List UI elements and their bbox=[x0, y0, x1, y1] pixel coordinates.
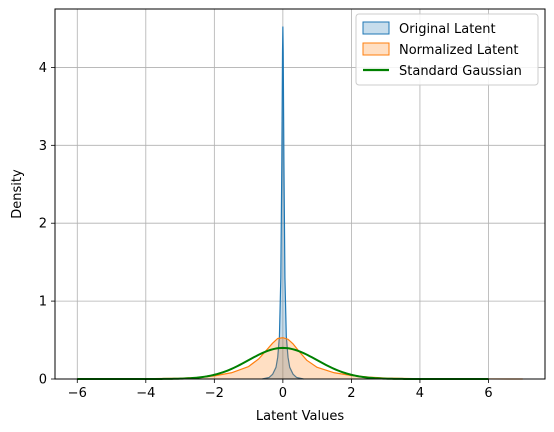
y-axis-title: Density bbox=[10, 169, 25, 219]
legend-label-standard-gaussian: Standard Gaussian bbox=[399, 64, 522, 79]
y-tick-label-4: 4 bbox=[39, 61, 47, 76]
plot-frame bbox=[54, 8, 546, 380]
legend-box bbox=[355, 13, 539, 86]
x-axis-title: Latent Values bbox=[256, 409, 344, 424]
x-tick-label-2: −2 bbox=[205, 386, 224, 401]
series-fill-normalized-latent bbox=[77, 337, 523, 379]
y-tick-label-2: 2 bbox=[39, 217, 47, 232]
legend-swatch-normalized-latent bbox=[362, 42, 390, 56]
legend-swatch-original-latent bbox=[362, 21, 390, 35]
x-tick-label-3: 0 bbox=[279, 386, 287, 401]
legend-label-original-latent: Original Latent bbox=[399, 22, 496, 37]
x-tick-label-1: −4 bbox=[136, 386, 155, 401]
y-axis-ticks: 0 1 2 3 4 bbox=[39, 61, 55, 388]
x-tick-label-6: 6 bbox=[484, 386, 492, 401]
legend-label-normalized-latent: Normalized Latent bbox=[399, 43, 519, 58]
series-fill-original-latent bbox=[262, 26, 304, 379]
series-line-original-latent bbox=[262, 26, 304, 380]
legend: Original Latent Normalized Latent Standa… bbox=[355, 13, 539, 86]
y-tick-label-3: 3 bbox=[39, 139, 47, 154]
y-tick-label-1: 1 bbox=[39, 295, 47, 310]
x-tick-label-0: −6 bbox=[68, 386, 87, 401]
x-axis-ticks: −6 −4 −2 0 2 4 6 bbox=[68, 379, 493, 401]
x-tick-label-4: 2 bbox=[347, 386, 355, 401]
x-tick-label-5: 4 bbox=[416, 386, 424, 401]
y-tick-label-0: 0 bbox=[39, 373, 47, 388]
